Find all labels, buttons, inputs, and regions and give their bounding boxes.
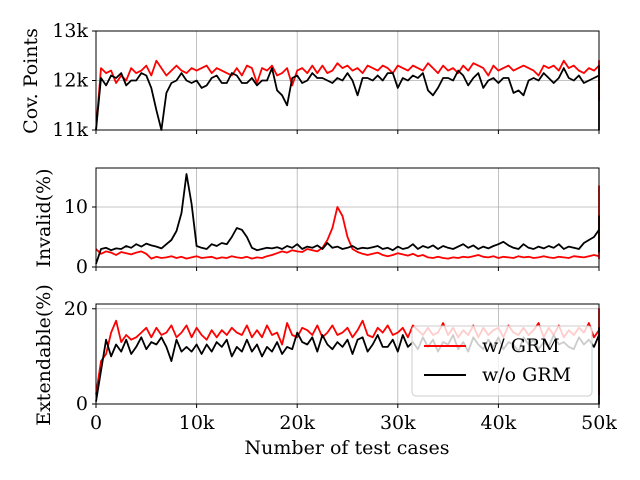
panel-extendable-y-ticks: 0 20 [64, 298, 600, 415]
panel-coverage-y-ticks: 11k 12k 13k [52, 20, 600, 141]
panel-extendable-frame [95, 303, 600, 405]
y-tick-label: 0 [76, 393, 88, 415]
legend: w/ GRM w/o GRM [411, 325, 593, 397]
y-tick-label: 10 [64, 196, 88, 218]
panel-coverage: 11k 12k 13k Cov. Points [20, 20, 600, 141]
x-axis-label: Number of test cases [245, 437, 450, 459]
x-tick-label: 50k [581, 412, 617, 434]
panel-invalid-y-ticks: 0 10 [64, 196, 600, 278]
x-tick-label: 40k [481, 412, 517, 434]
legend-label-without-grm: w/o GRM [482, 364, 571, 386]
panel-invalid: 0 10 Invalid(%) [33, 167, 600, 278]
x-tick-label: 20k [279, 412, 315, 434]
x-axis-ticks: 0 10k 20k 30k 40k 50k [90, 412, 617, 434]
x-tick-label: 0 [90, 412, 102, 434]
y-tick-label: 0 [76, 256, 88, 278]
legend-box [411, 325, 593, 397]
panel-extendable-ylabel: Extendable(%) [33, 284, 55, 426]
panel-invalid-ylabel: Invalid(%) [33, 169, 55, 268]
panel-invalid-frame [95, 167, 600, 268]
x-tick-label: 10k [179, 412, 215, 434]
y-tick-label: 11k [52, 119, 88, 141]
x-tick-label: 30k [380, 412, 416, 434]
y-tick-label: 13k [52, 20, 88, 42]
panel-coverage-ylabel: Cov. Points [20, 28, 42, 134]
panel-coverage-grid [96, 31, 599, 130]
y-tick-label: 12k [52, 70, 88, 92]
legend-label-with-grm: w/ GRM [482, 335, 560, 357]
y-tick-label: 20 [64, 298, 88, 320]
